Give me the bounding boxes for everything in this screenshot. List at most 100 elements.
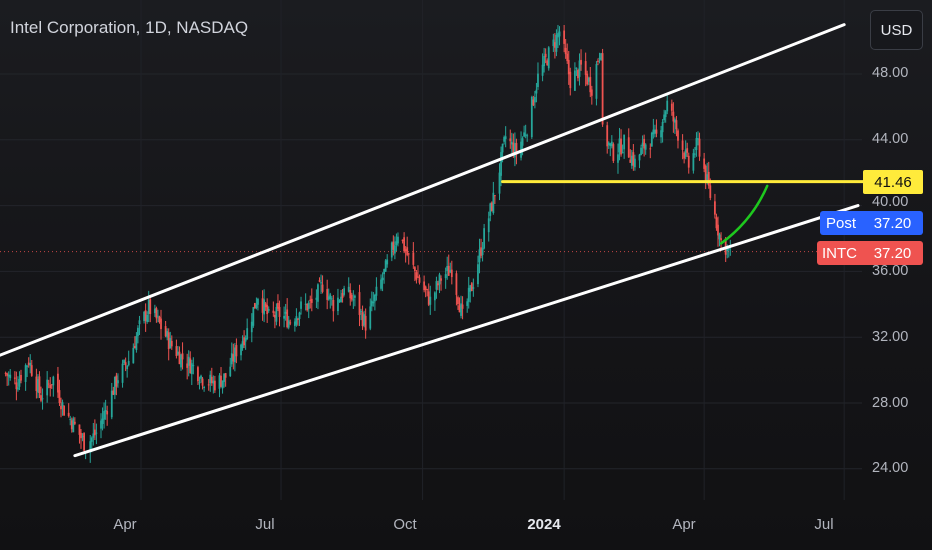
- candle-body: [320, 282, 322, 284]
- candle-body: [69, 419, 72, 421]
- candle-body: [364, 315, 367, 331]
- candle-body: [273, 314, 276, 318]
- candle-body: [186, 363, 189, 368]
- candle-body: [397, 236, 399, 244]
- candle-body: [652, 129, 655, 135]
- candle-body: [503, 137, 506, 142]
- candle-body: [395, 241, 398, 245]
- candle-body: [30, 365, 33, 376]
- candle-body: [92, 433, 95, 438]
- last-price-badge: 37.20: [862, 241, 923, 265]
- candle-body: [103, 411, 105, 420]
- ticker-label: INTC: [817, 241, 862, 265]
- candle-body: [424, 286, 427, 290]
- candle-body: [649, 148, 652, 150]
- candle-body: [600, 53, 602, 61]
- candle-body: [401, 239, 404, 242]
- candle-body: [472, 287, 475, 289]
- candle-body: [315, 297, 318, 300]
- candle-body: [6, 373, 9, 376]
- candle-body: [37, 379, 39, 393]
- candle-body: [115, 375, 118, 387]
- candle-body: [606, 125, 609, 147]
- candle-body: [246, 328, 249, 339]
- candle-body: [297, 318, 299, 320]
- currency-button[interactable]: USD: [870, 10, 923, 50]
- candle-body: [661, 122, 664, 133]
- candle-body: [670, 103, 673, 111]
- candle-body: [207, 384, 210, 386]
- candle-body: [515, 142, 518, 155]
- candle-body: [427, 291, 430, 305]
- candle-body: [46, 379, 49, 396]
- candle-body: [175, 346, 178, 356]
- candle-body: [714, 201, 716, 215]
- candle-body: [41, 398, 44, 400]
- candle-body: [26, 365, 29, 367]
- x-tick-label: Oct: [393, 516, 417, 533]
- candle-body: [450, 269, 453, 278]
- candle-body: [29, 362, 32, 366]
- candle-body: [547, 47, 550, 69]
- candle-body: [287, 320, 290, 328]
- candle-body: [589, 77, 592, 93]
- candle-body: [601, 53, 604, 125]
- candle-body: [563, 30, 566, 44]
- candle-body: [655, 129, 658, 134]
- candle-body: [426, 289, 429, 291]
- candle-body: [286, 309, 289, 328]
- candle-body: [300, 301, 302, 309]
- candle-body: [704, 165, 707, 183]
- candle-body: [510, 141, 513, 145]
- candle-body: [4, 372, 7, 374]
- candle-body: [13, 377, 16, 379]
- candle-body: [278, 307, 281, 317]
- candle-body: [110, 390, 113, 418]
- candle-body: [9, 374, 12, 379]
- candle-body: [720, 238, 722, 241]
- y-tick-label: 28.00: [872, 395, 909, 411]
- candle-body: [375, 286, 378, 296]
- candle-body: [7, 374, 10, 377]
- candle-body: [252, 307, 255, 326]
- candle-body: [178, 351, 181, 365]
- candle-body: [15, 382, 18, 390]
- candle-body: [255, 304, 258, 308]
- y-tick-label: 32.00: [872, 329, 909, 345]
- candle-body: [123, 360, 125, 364]
- candle-body: [263, 299, 266, 315]
- candle-body: [390, 242, 393, 258]
- candle-body: [466, 301, 469, 306]
- candle-body: [607, 142, 610, 145]
- candle-body: [629, 159, 632, 163]
- candle-body: [595, 64, 598, 99]
- candle-body: [386, 259, 389, 265]
- candle-body: [73, 421, 76, 424]
- candle-body: [95, 432, 98, 434]
- candle-body: [654, 129, 656, 134]
- candle-body: [632, 152, 635, 166]
- candle-body: [321, 284, 324, 292]
- candle-body: [438, 274, 441, 285]
- candle-body: [501, 143, 504, 153]
- candle-body: [513, 143, 516, 158]
- candle-body: [578, 60, 581, 77]
- candle-body: [349, 289, 352, 299]
- candle-body: [117, 380, 119, 384]
- candle-body: [706, 174, 709, 183]
- candle-body: [677, 130, 679, 141]
- candle-body: [146, 314, 149, 323]
- candle-body: [253, 303, 256, 309]
- candle-body: [243, 337, 245, 346]
- candle-body: [83, 433, 85, 451]
- candle-body: [18, 378, 21, 387]
- channel-upper-trendline: [0, 23, 846, 357]
- candle-body: [147, 299, 150, 314]
- projection-curve: [719, 184, 769, 245]
- candle-body: [470, 283, 473, 292]
- candle-body: [264, 303, 267, 308]
- candle-body: [504, 136, 507, 140]
- candle-body: [383, 269, 386, 275]
- candle-body: [634, 158, 636, 168]
